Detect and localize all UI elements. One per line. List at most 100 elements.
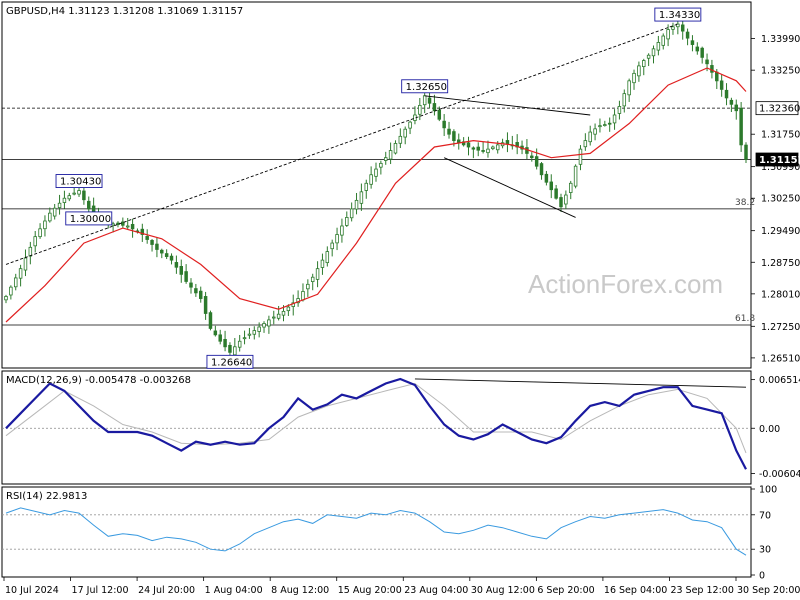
macd-axis-label: 0.00 [759,424,780,435]
candle-body [598,125,602,128]
candle-body [539,163,544,176]
candle-body [393,143,398,154]
candle-body [345,217,349,226]
candle-body [418,104,422,115]
candle-body [734,104,739,112]
candle-body [383,157,388,161]
candle-body [642,60,646,67]
candle-body [729,99,734,105]
candle-body [301,291,305,301]
candle-body [622,93,627,107]
candle-body [607,122,612,125]
candle-body [174,262,179,268]
candle-body [150,240,154,245]
candle-body [218,334,222,342]
candle-body [554,188,558,199]
main-panel [1,1,752,369]
price-label: 1.32650 [406,82,447,93]
candle-body [388,150,393,160]
candle-body [739,107,743,146]
macd-line [5,377,747,470]
candle-body [603,124,607,126]
candle-body [203,296,208,314]
rsi-axis-label: 30 [759,545,771,556]
moving-average-line [5,67,747,323]
price-axis-label: 1.30250 [761,194,800,205]
candle-body [432,103,437,112]
candle-body [130,223,135,230]
candle-body [57,202,62,209]
candle-body [544,173,549,183]
macd-layer [2,377,751,470]
candle-body [593,128,597,135]
candle-body [335,234,339,244]
candle-body [661,35,665,46]
price-axis-label: 1.28010 [761,289,800,300]
candle-body [179,266,184,275]
candle-body [676,23,680,28]
candle-body [666,29,670,40]
time-axis-label: 23 Aug 04:00 [404,585,468,596]
candle-body [233,346,237,356]
candle-body [52,207,57,217]
candle-body [286,306,291,312]
candle-body [632,72,636,84]
price-axis-label: 1.26510 [761,353,800,364]
rsi-axis-label: 70 [759,510,771,521]
candle-body [160,249,164,254]
candle-body [442,120,446,129]
price-label-box [55,174,103,188]
candle-body [28,246,33,257]
candle-body [43,220,47,230]
candle-body [213,330,218,336]
candle-body [349,208,354,219]
candle-body [471,147,476,150]
rsi-line [5,507,747,556]
candle-body [262,323,266,328]
candle-body [194,288,198,294]
candle-body [481,150,485,152]
candle-body [4,296,8,301]
price-axis-label: 1.33990 [761,34,800,45]
candle-body [559,197,563,208]
rsi-axis-label: 0 [759,571,765,582]
candle-body [257,326,261,332]
candle-body [408,121,412,129]
candle-body [656,42,661,51]
price-label-box [654,7,702,22]
candle-body [223,338,227,348]
candle-body [534,156,539,167]
time-axis-label: 30 Sep 20:00 [737,585,800,596]
candle-body [583,140,588,148]
rsi-layer [2,507,751,556]
candle-body [369,174,373,185]
candle-body [486,148,490,154]
candle-body [354,199,359,210]
candle-body [208,312,213,329]
candle-body [617,106,622,114]
rsi-header: RSI(14) 22.9813 [6,491,87,502]
candle-body [198,290,203,299]
candle-body [685,31,690,39]
candle-body [82,190,86,201]
time-axis-label: 6 Sep 20:00 [537,585,594,596]
price-label: 1.30000 [70,214,111,225]
candle-body [646,54,651,59]
candle-body [564,194,568,205]
macd-header: MACD(12,26,9) -0.005478 -0.003268 [6,375,191,386]
candle-body [272,316,276,319]
candle-body [145,236,149,240]
candle-body [267,319,271,327]
candle-body [310,276,315,282]
candle-body [320,259,325,268]
price-label-box [65,211,113,226]
candle-body [452,131,456,142]
main-header: GBPUSD,H4 1.31123 1.31208 1.31069 1.3115… [6,6,243,17]
candle-body [364,182,369,191]
candle-body [612,114,617,124]
candle-body [13,277,18,288]
candle-body [637,65,641,77]
candle-body [374,168,378,177]
candle-body [121,221,125,226]
price-axis-label: 1.30990 [761,162,800,173]
